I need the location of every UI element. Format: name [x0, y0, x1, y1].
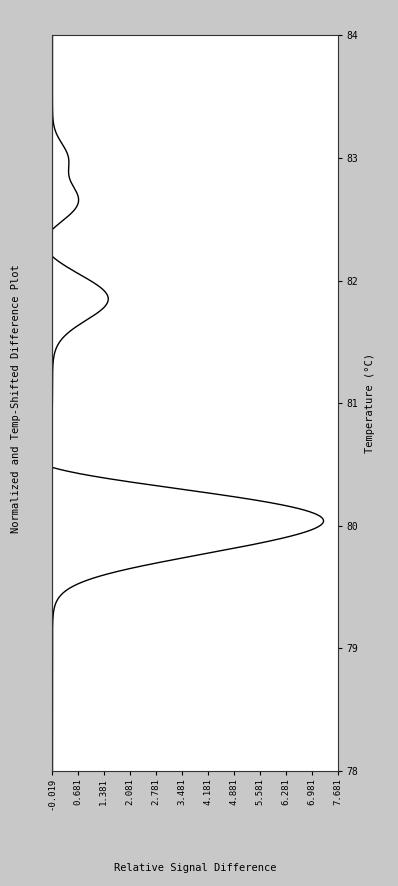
- Y-axis label: Temperature (°C): Temperature (°C): [365, 354, 375, 453]
- Text: Normalized and Temp-Shifted Difference Plot: Normalized and Temp-Shifted Difference P…: [11, 264, 21, 533]
- X-axis label: Relative Signal Difference: Relative Signal Difference: [114, 863, 276, 873]
